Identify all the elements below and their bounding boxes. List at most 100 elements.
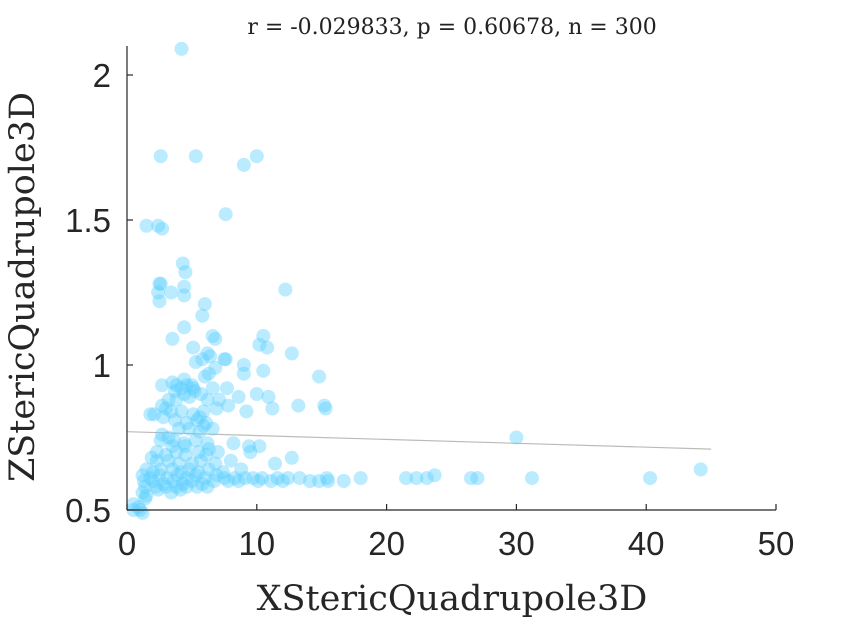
data-point xyxy=(209,468,224,483)
data-point xyxy=(145,465,160,480)
data-point xyxy=(179,416,194,430)
data-point xyxy=(177,387,192,401)
data-point xyxy=(188,433,203,448)
data-point xyxy=(191,445,206,459)
data-point xyxy=(249,387,264,401)
data-point xyxy=(153,276,168,291)
data-point xyxy=(174,381,189,396)
data-point xyxy=(221,398,236,413)
data-point xyxy=(200,392,215,407)
data-point xyxy=(256,363,271,378)
data-point xyxy=(188,468,203,483)
data-point xyxy=(226,436,241,451)
data-point xyxy=(197,369,212,384)
data-point xyxy=(177,279,192,294)
data-point xyxy=(227,471,242,486)
data-point xyxy=(177,436,192,451)
data-point xyxy=(184,456,199,471)
x-tick-label: 30 xyxy=(498,525,535,562)
data-point xyxy=(190,479,205,494)
data-point xyxy=(201,442,216,457)
data-point xyxy=(238,471,253,486)
data-point xyxy=(205,381,220,396)
data-point xyxy=(463,471,478,486)
x-tick-label: 10 xyxy=(238,525,275,562)
data-point xyxy=(196,404,211,419)
data-point xyxy=(353,471,368,486)
data-point xyxy=(221,474,236,488)
data-point xyxy=(144,450,159,465)
data-point xyxy=(156,410,171,425)
data-point xyxy=(199,416,214,430)
data-point xyxy=(160,471,175,486)
data-point xyxy=(193,453,208,468)
data-point xyxy=(275,474,290,488)
data-point xyxy=(219,381,234,396)
data-point xyxy=(147,407,162,422)
data-point xyxy=(291,398,306,413)
data-point xyxy=(177,372,192,387)
data-point xyxy=(175,476,190,491)
data-point xyxy=(155,398,170,413)
data-point xyxy=(236,358,251,372)
data-point xyxy=(261,389,276,404)
x-tick-label: 40 xyxy=(628,525,665,562)
data-point xyxy=(216,465,231,480)
data-point xyxy=(164,285,179,300)
data-point xyxy=(166,433,181,448)
data-point xyxy=(243,445,258,459)
data-point xyxy=(186,407,201,422)
data-point xyxy=(199,447,214,462)
data-point xyxy=(234,462,249,477)
data-point xyxy=(158,401,173,416)
data-point xyxy=(182,462,197,477)
data-point xyxy=(139,488,154,503)
fit-line-layer xyxy=(126,431,712,450)
data-point xyxy=(203,349,218,364)
data-point xyxy=(252,337,267,352)
data-point xyxy=(153,433,168,448)
data-point xyxy=(169,392,184,407)
data-point xyxy=(318,401,333,416)
data-point xyxy=(161,430,176,445)
data-point xyxy=(168,384,183,399)
data-point xyxy=(208,360,223,375)
data-point xyxy=(151,218,166,233)
data-point xyxy=(177,320,192,335)
data-point xyxy=(174,41,189,56)
data-point xyxy=(149,445,164,459)
data-point xyxy=(197,297,212,312)
data-point xyxy=(319,471,334,486)
points-layer xyxy=(126,41,708,520)
data-point xyxy=(166,474,181,488)
data-point xyxy=(264,474,279,488)
data-point xyxy=(336,474,351,488)
data-point xyxy=(153,149,168,164)
data-point xyxy=(303,474,318,488)
data-point xyxy=(188,355,203,370)
data-point xyxy=(509,430,524,445)
data-point xyxy=(143,407,158,422)
data-point xyxy=(175,256,190,271)
data-point xyxy=(312,369,327,384)
x-tick-label: 0 xyxy=(118,525,136,562)
data-point xyxy=(217,352,232,367)
data-point xyxy=(138,479,153,494)
data-point xyxy=(135,468,150,483)
x-axis-label: XStericQuadrupole3D xyxy=(257,579,648,619)
data-point xyxy=(184,378,199,393)
data-point xyxy=(693,462,708,477)
data-point xyxy=(210,445,225,459)
data-point xyxy=(151,285,166,300)
data-point xyxy=(236,157,251,172)
data-point xyxy=(169,445,184,459)
data-point xyxy=(218,207,233,222)
data-point xyxy=(139,462,154,477)
data-point xyxy=(218,352,233,367)
data-point xyxy=(265,401,280,416)
y-tick-label: 1.5 xyxy=(65,202,111,239)
data-point xyxy=(205,421,220,436)
data-point xyxy=(292,471,307,486)
data-point xyxy=(192,424,207,439)
data-point xyxy=(164,404,179,419)
